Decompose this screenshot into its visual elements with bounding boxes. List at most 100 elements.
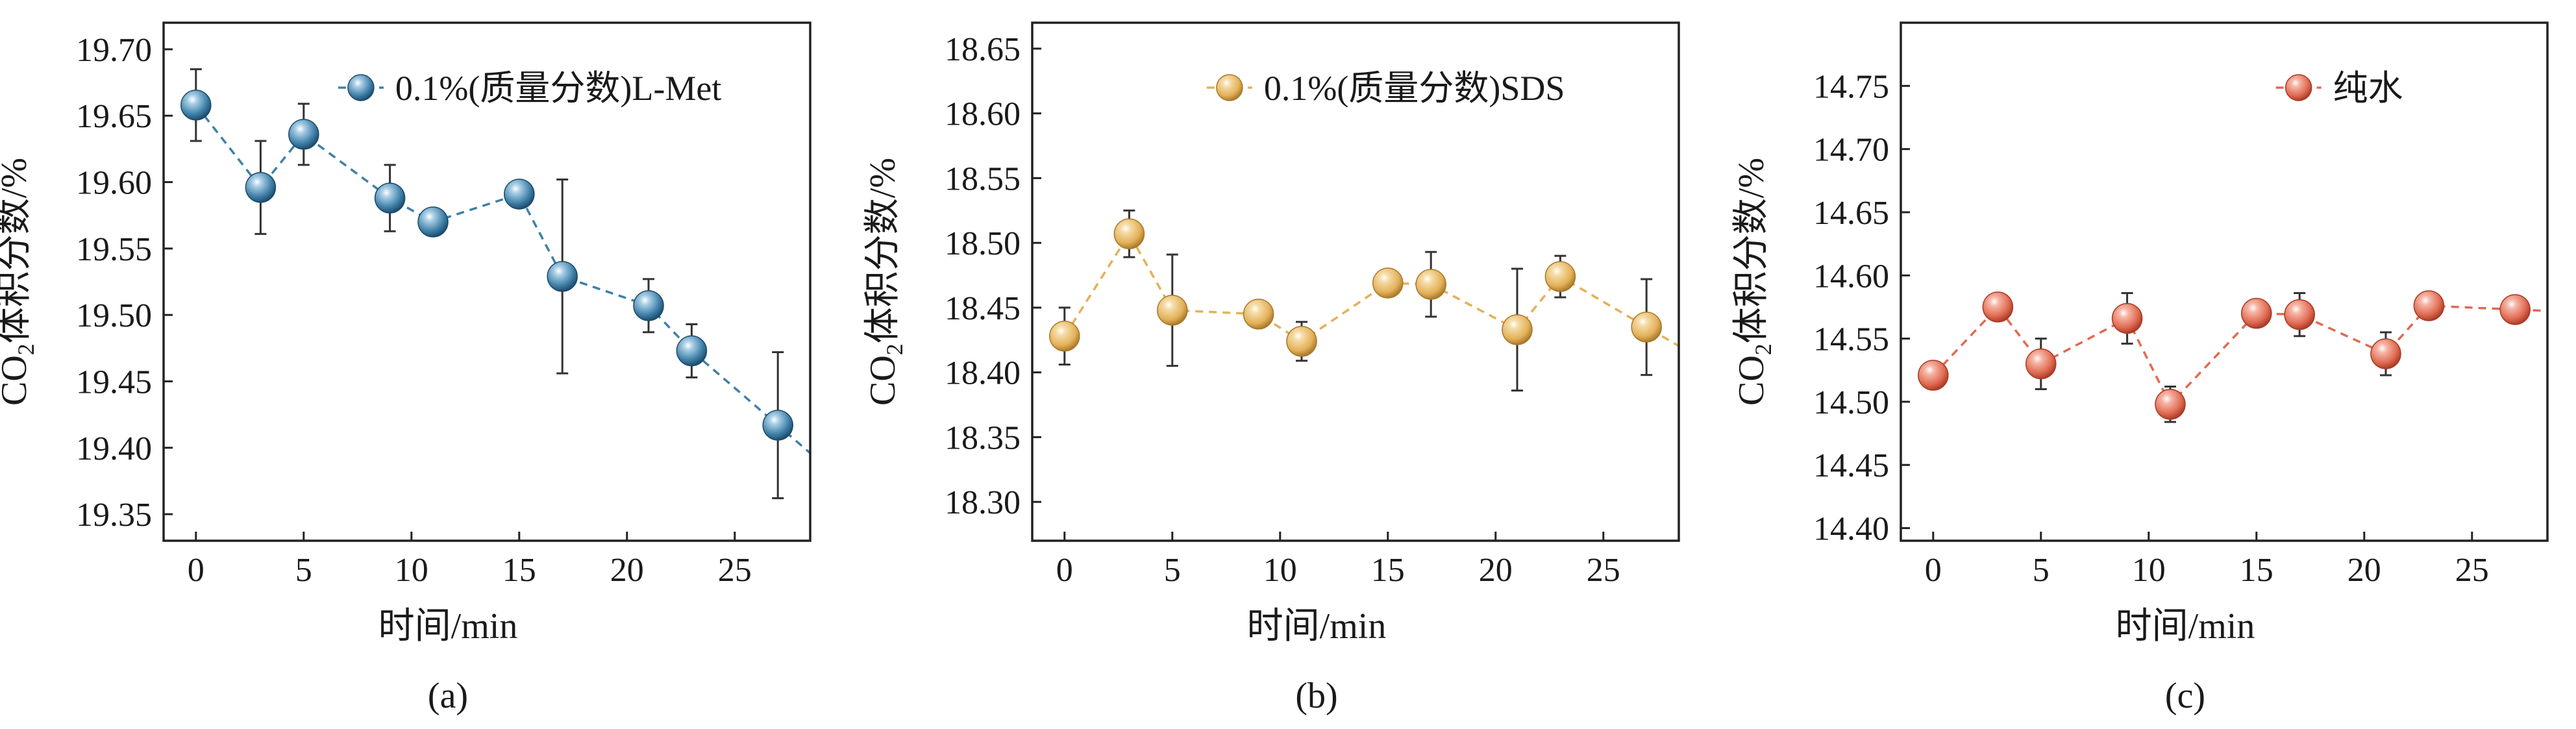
x-axis-title: 时间/min [378, 606, 518, 647]
data-point [2155, 389, 2186, 420]
x-tick-label: 5 [295, 552, 312, 589]
y-tick-label: 19.45 [76, 364, 152, 401]
data-point [762, 410, 793, 441]
panel-caption: (b) [1295, 676, 1337, 716]
data-point [417, 206, 449, 238]
x-tick-label: 10 [1263, 552, 1297, 589]
y-tick-label: 14.55 [1813, 321, 1889, 358]
data-point [2370, 338, 2401, 369]
y-tick-label: 19.35 [76, 497, 152, 534]
data-point [374, 182, 406, 214]
legend-marker [2285, 74, 2312, 101]
x-axis-title: 时间/min [1247, 606, 1387, 647]
y-tick-label: 19.50 [76, 297, 152, 334]
y-tick-label: 14.50 [1813, 384, 1889, 421]
series-line [195, 104, 810, 455]
data-point [1372, 267, 1404, 299]
panel-caption: (a) [428, 676, 468, 716]
y-tick-label: 14.60 [1813, 258, 1889, 295]
x-tick-label: 25 [1587, 552, 1620, 589]
data-point [1544, 261, 1576, 292]
data-point [1157, 295, 1188, 326]
panel-caption: (c) [2165, 676, 2205, 716]
x-tick-label: 25 [2455, 552, 2489, 589]
data-point [547, 261, 578, 292]
plot-frame [1031, 21, 1680, 542]
legend-marker [347, 74, 375, 101]
x-tick-label: 5 [2033, 552, 2050, 589]
y-tick-label: 18.45 [945, 290, 1021, 327]
x-tick-label: 15 [2240, 552, 2273, 589]
data-point [1049, 321, 1080, 352]
x-axis-title: 时间/min [2116, 606, 2255, 647]
data-point [180, 90, 212, 121]
data-point [1918, 360, 1949, 391]
y-tick-label: 19.60 [76, 165, 152, 202]
y-axis-title: CO2体积分数/% [863, 158, 908, 406]
y-tick-label: 19.65 [76, 98, 152, 135]
y-tick-label: 18.35 [945, 419, 1021, 456]
legend: 0.1%(质量分数)L-Met [338, 69, 721, 108]
x-tick-label: 15 [502, 552, 536, 589]
data-point [2413, 290, 2445, 321]
y-tick-label: 14.65 [1813, 195, 1889, 232]
data-point [1982, 291, 2014, 323]
data-point [2499, 294, 2531, 325]
data-point [676, 335, 708, 367]
legend-label: 0.1%(质量分数)SDS [1264, 69, 1565, 108]
data-point [1286, 326, 1317, 357]
x-tick-label: 0 [188, 552, 204, 589]
y-tick-label: 18.65 [945, 31, 1021, 68]
x-tick-label: 5 [1164, 552, 1181, 589]
y-tick-label: 19.40 [76, 430, 152, 467]
x-tick-label: 20 [1479, 552, 1513, 589]
y-tick-label: 14.45 [1813, 447, 1889, 484]
y-tick-label: 19.55 [76, 231, 152, 268]
data-point [1415, 269, 1446, 300]
plot-frame [1900, 21, 2549, 542]
data-point [2111, 303, 2143, 334]
legend: 0.1%(质量分数)SDS [1206, 69, 1565, 108]
data-point [1113, 218, 1145, 249]
x-tick-label: 20 [610, 552, 644, 589]
x-tick-label: 15 [1371, 552, 1405, 589]
chart-panel-2: 18.30 18.35 18.40 18.45 18.50 18.55 18.60 18.65… [863, 21, 1680, 716]
y-axis-title: CO2体积分数/% [1731, 158, 1776, 406]
y-tick-label: 18.55 [945, 160, 1021, 197]
y-tick-label: 18.60 [945, 96, 1021, 133]
data-point [633, 290, 664, 321]
x-tick-label: 0 [1056, 552, 1073, 589]
y-axis-title: CO2体积分数/% [0, 158, 39, 406]
data-point [288, 119, 319, 150]
legend-marker [1216, 74, 1243, 101]
x-tick-label: 0 [1925, 552, 1942, 589]
data-point [245, 171, 277, 203]
data-point [2284, 299, 2315, 330]
plot-frame [162, 21, 811, 542]
legend-label: 0.1%(质量分数)L-Met [395, 69, 721, 108]
chart-panel-1: 19.35 19.40 19.45 19.50 19.55 19.60 19.65 19.70… [0, 21, 811, 716]
legend-label: 纯水 [2333, 69, 2403, 108]
x-tick-label: 10 [395, 552, 428, 589]
data-point [504, 179, 535, 210]
series-1 [1049, 209, 1679, 392]
y-tick-label: 14.75 [1813, 68, 1889, 105]
x-tick-label: 25 [718, 552, 752, 589]
y-tick-label: 19.70 [76, 32, 152, 69]
y-tick-label: 14.70 [1813, 132, 1889, 169]
y-tick-label: 18.50 [945, 225, 1021, 262]
series-1 [1918, 290, 2547, 423]
data-point [2241, 297, 2272, 329]
y-tick-label: 14.40 [1813, 511, 1889, 548]
x-tick-label: 10 [2132, 552, 2166, 589]
data-point [1631, 312, 1662, 343]
x-tick-label: 20 [2347, 552, 2381, 589]
y-tick-label: 18.40 [945, 355, 1021, 392]
data-point [1243, 299, 1274, 330]
chart-panel-3: 14.40 14.45 14.50 14.55 14.60 14.65 14.70 14.75… [1731, 21, 2549, 716]
data-point [1502, 314, 1533, 345]
data-point [2025, 348, 2057, 380]
series-1 [180, 68, 810, 500]
legend: 纯水 [2275, 69, 2403, 108]
